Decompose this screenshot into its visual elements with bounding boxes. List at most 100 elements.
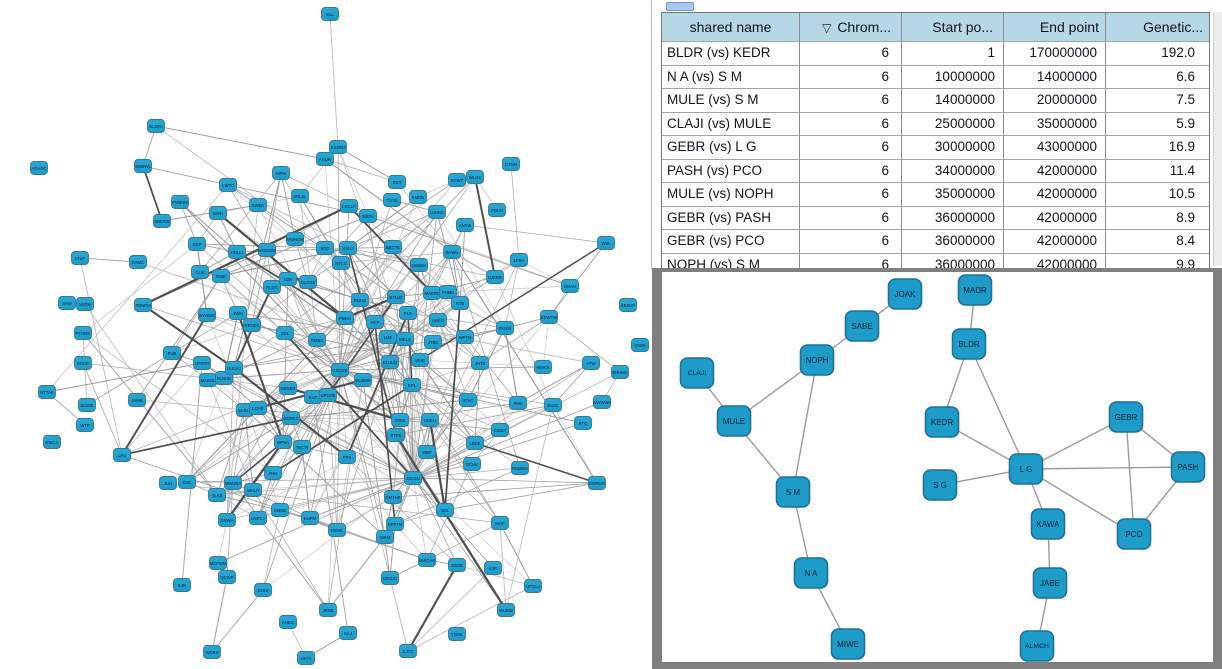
column-header-chromosome[interactable]: ▽ Chrom... [800,13,902,41]
overview-node[interactable] [316,152,334,166]
subnetwork-node[interactable] [793,557,829,589]
overview-node[interactable] [593,395,611,409]
table-cell-shared-name[interactable]: CLAJI (vs) MULE [662,112,800,135]
overview-node[interactable] [74,326,92,340]
overview-node[interactable] [219,178,237,192]
table-cell-shared-name[interactable]: BLDR (vs) KEDR [662,42,800,65]
subnetwork-node[interactable] [887,278,923,310]
table-row[interactable]: BLDR (vs) KEDR 6 1 170000000 192.0 [662,41,1209,65]
table-cell-chromosome[interactable]: 6 [800,253,902,276]
table-cell-genetic[interactable]: 8.9 [1176,209,1195,225]
table-cell-shared-name[interactable]: MULE (vs) NOPH [662,183,800,206]
overview-node[interactable] [254,583,272,597]
table-cell-start-point[interactable]: 30000000 [902,136,1004,159]
overview-node[interactable] [76,297,94,311]
overview-node[interactable] [272,166,290,180]
overview-node[interactable] [497,603,515,617]
table-cell-start-point[interactable]: 34000000 [902,159,1004,182]
overview-node[interactable] [293,440,311,454]
table-cell-end-point[interactable]: 42000000 [1004,183,1106,206]
overview-node[interactable] [319,603,337,617]
overview-node[interactable] [411,353,429,367]
overview-node[interactable] [351,293,369,307]
overview-node[interactable] [188,237,206,251]
overview-node[interactable] [410,258,428,272]
overview-node[interactable] [418,553,436,567]
table-row[interactable]: PASH (vs) PCO 6 34000000 42000000 11.4 [662,158,1209,182]
overview-node[interactable] [524,579,542,593]
overview-node[interactable] [38,385,56,399]
overview-node[interactable] [488,203,506,217]
overview-node[interactable] [396,332,414,346]
subnetwork-node[interactable] [775,476,811,508]
overview-node[interactable] [409,190,427,204]
overview-node[interactable] [209,206,227,220]
overview-node[interactable] [249,198,267,212]
subnetwork-node[interactable] [922,469,958,501]
overview-node[interactable] [381,355,399,369]
overview-node[interactable] [78,398,96,412]
subnetwork-node[interactable] [1008,453,1044,485]
overview-node[interactable] [597,236,615,250]
overview-node[interactable] [381,571,399,585]
overview-node[interactable] [279,272,297,286]
overview-node[interactable] [299,275,317,289]
overview-node[interactable] [279,615,297,629]
overview-node[interactable] [384,240,402,254]
overview-node[interactable] [418,445,436,459]
overview-node[interactable] [399,644,417,658]
overview-node[interactable] [491,423,509,437]
overview-node[interactable] [224,476,242,490]
overview-node[interactable] [198,308,216,322]
table-cell-start-point[interactable]: 10000000 [902,65,1004,88]
overview-node[interactable] [258,243,276,257]
overview-node[interactable] [297,651,315,665]
table-cell-genetic[interactable]: 16.9 [1168,139,1195,154]
table-cell-shared-name[interactable]: MULE (vs) S M [662,89,800,112]
column-header-start-point[interactable]: Start po... [902,13,1004,41]
overview-node[interactable] [439,285,457,299]
overview-node[interactable] [459,393,477,407]
overview-node[interactable] [588,476,606,490]
subnetwork-node[interactable] [1019,630,1055,662]
overview-node[interactable] [510,253,528,267]
table-cell-start-point[interactable]: 36000000 [902,253,1004,276]
overview-node[interactable] [456,218,474,232]
overview-node[interactable] [129,255,147,269]
overview-node[interactable] [332,256,350,270]
overview-node[interactable] [244,483,262,497]
overview-node[interactable] [582,356,600,370]
overview-node[interactable] [173,578,191,592]
overview-node[interactable] [58,296,76,310]
table-cell-end-point[interactable]: 20000000 [1004,89,1106,112]
table-cell-end-point[interactable]: 43000000 [1004,136,1106,159]
overview-node[interactable] [463,457,481,471]
overview-node[interactable] [249,401,267,415]
table-cell-genetic[interactable]: 11.4 [1169,162,1195,178]
overview-node[interactable] [308,333,326,347]
subnetwork-node[interactable] [951,328,987,360]
table-cell-shared-name[interactable]: N A (vs) S M [662,65,800,88]
table-row[interactable]: GEBR (vs) L G 6 30000000 43000000 16.9 [662,135,1209,159]
overview-node[interactable] [159,476,177,490]
overview-node[interactable] [421,413,439,427]
horizontal-scrollbar-thumb[interactable] [666,2,694,11]
overview-node[interactable] [387,290,405,304]
overview-node[interactable] [209,556,227,570]
overview-node[interactable] [619,298,637,312]
overview-node[interactable] [274,435,292,449]
overview-node[interactable] [249,511,267,525]
overview-node[interactable] [448,173,466,187]
table-cell-end-point[interactable]: 14000000 [1004,65,1106,88]
column-header-shared-name[interactable]: shared name [662,13,800,41]
overview-node[interactable] [383,193,401,207]
column-header-end-point[interactable]: End point [1004,13,1106,41]
overview-node[interactable] [71,251,89,265]
overview-node[interactable] [631,338,649,352]
subnetwork-edge[interactable] [1025,468,1135,535]
subnetwork-node[interactable] [716,405,752,437]
overview-node[interactable] [276,326,294,340]
overview-node[interactable] [448,627,466,641]
subnetwork-edge[interactable] [1025,466,1189,470]
subnetwork-node[interactable] [1108,401,1144,433]
